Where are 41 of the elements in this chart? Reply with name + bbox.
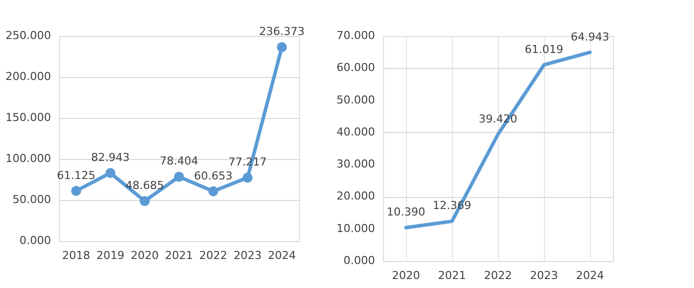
x-tick-label: 2022 <box>199 249 228 262</box>
x-tick-label: 2019 <box>96 249 124 262</box>
x-tick-label: 2018 <box>62 249 90 262</box>
data-label: 236.373 <box>259 25 305 38</box>
point <box>71 186 82 196</box>
x-tick-label: 2022 <box>484 269 512 282</box>
x-tick-label: 2023 <box>234 249 262 262</box>
x-tick-label: 2024 <box>268 249 296 262</box>
y-tick-label: 70.000 <box>336 29 375 42</box>
y-tick-label: 10.000 <box>336 222 375 235</box>
point <box>140 196 150 206</box>
data-label: 60.653 <box>194 169 233 182</box>
x-tick-label: 2020 <box>392 269 420 282</box>
data-label: 64.943 <box>570 30 610 44</box>
data-label: 82.943 <box>91 150 130 164</box>
y-tick-label: 50.000 <box>336 93 375 106</box>
data-label: 10.390 <box>386 206 426 219</box>
point <box>105 168 116 178</box>
y-tick-label: 200.000 <box>6 70 51 83</box>
y-tick-label: 60.000 <box>336 61 375 74</box>
x-tick-label: 2020 <box>130 249 159 262</box>
data-label: 61.125 <box>56 168 96 182</box>
point <box>174 172 184 182</box>
y-tick-label: 50.000 <box>12 193 51 206</box>
y-tick-label: 30.000 <box>336 158 375 171</box>
x-tick-label: 2023 <box>530 269 558 282</box>
data-label: 78.404 <box>160 154 198 168</box>
y-tick-label: 0.000 <box>344 254 375 267</box>
y-tick-label: 250.000 <box>6 29 51 42</box>
x-tick-label: 2021 <box>438 269 466 282</box>
x-tick-label: 2021 <box>165 249 193 262</box>
point <box>208 186 218 196</box>
x-tick-label: 2024 <box>576 269 604 282</box>
data-label: 61.019 <box>524 42 564 56</box>
y-tick-label: 40.000 <box>336 125 375 138</box>
y-tick-label: 0.000 <box>20 234 51 247</box>
point <box>276 42 287 52</box>
y-tick-label: 100.000 <box>6 152 51 165</box>
point <box>242 172 253 183</box>
y-tick-label: 20.000 <box>336 190 375 203</box>
y-tick-label: 150.000 <box>6 111 51 124</box>
